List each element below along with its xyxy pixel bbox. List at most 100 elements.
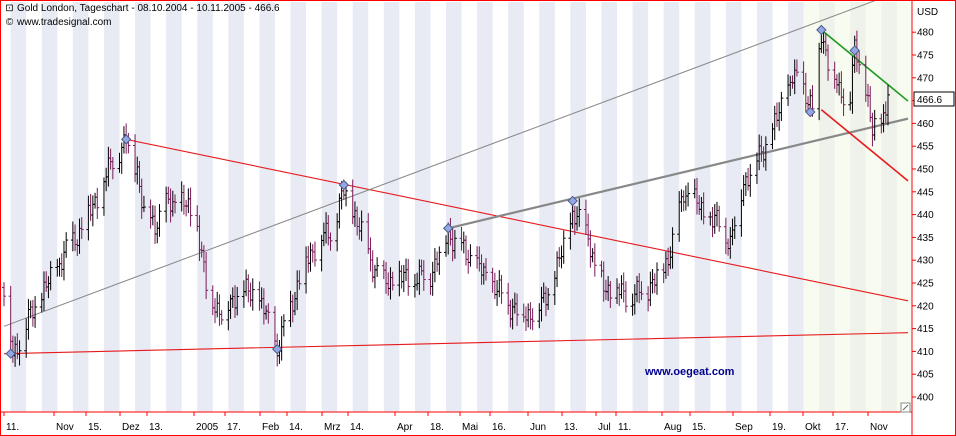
week-band — [539, 2, 555, 412]
x-tick-label: 17. — [835, 422, 849, 433]
y-tick-label: 440 — [917, 210, 934, 221]
trend-line — [820, 109, 909, 182]
y-tick-label: 460 — [917, 119, 934, 130]
trend-line — [820, 29, 909, 102]
x-tick-label: 13. — [564, 422, 578, 433]
x-tick-label: Dez — [122, 422, 140, 433]
x-tick-label: 14. — [289, 422, 303, 433]
week-band — [259, 2, 275, 412]
week-band — [694, 2, 711, 412]
y-tick-label: 480 — [917, 28, 934, 39]
x-tick-label: 11. — [618, 422, 631, 433]
week-band — [725, 2, 742, 412]
pivot-marker — [338, 179, 350, 191]
trend-line — [447, 117, 909, 230]
week-band — [414, 2, 431, 412]
y-tick-label: 410 — [917, 347, 934, 358]
week-band — [663, 2, 680, 412]
trend-line — [126, 138, 909, 302]
copyright-icon: © — [5, 17, 14, 28]
resize-grip-icon[interactable] — [900, 402, 911, 413]
x-tick-label: 15. — [692, 422, 706, 433]
x-tick-label: Jul — [598, 422, 611, 433]
site-watermark: www.oegeat.com — [645, 366, 735, 378]
x-tick-label: Nov — [870, 422, 888, 433]
y-tick-label: 430 — [917, 256, 934, 267]
y-tick-label: 405 — [917, 370, 934, 381]
x-tick-label: Feb — [262, 422, 280, 433]
y-tick-label: 455 — [917, 142, 934, 153]
pivot-marker — [443, 223, 454, 234]
y-axis-unit: USD — [917, 7, 938, 18]
plot-background — [0, 2, 912, 412]
x-tick-label: Nov — [56, 422, 74, 433]
y-tick-label: 420 — [917, 301, 934, 312]
week-band — [477, 2, 493, 412]
recent-highlight — [803, 2, 912, 412]
x-tick-label: Okt — [805, 422, 821, 433]
x-axis: 11. Nov 15. Dez 13. 2005 17. Feb 14. Mrz 14. Apr 18.… — [3, 412, 888, 433]
pivot-marker — [271, 343, 283, 355]
y-tick-label: 450 — [917, 165, 934, 176]
week-band — [321, 2, 338, 412]
week-band — [72, 2, 89, 412]
week-band — [41, 2, 58, 412]
x-tick-label: 11. — [6, 422, 19, 433]
week-band — [103, 2, 120, 412]
pivot-marker — [120, 134, 132, 145]
chart-symbol-icon[interactable]: ⊡ — [5, 3, 14, 14]
week-band — [10, 2, 27, 412]
week-band — [352, 2, 369, 412]
y-tick-label: 415 — [917, 324, 934, 335]
pivot-marker — [816, 24, 827, 36]
x-tick-label: 13. — [149, 422, 163, 433]
pivot-marker — [567, 195, 578, 207]
week-band — [601, 2, 618, 412]
week-band — [788, 2, 804, 412]
x-tick-label: Aug — [664, 422, 682, 433]
chart-source-text: www.tradesignal.com — [17, 17, 112, 28]
y-tick-label: 445 — [917, 187, 934, 198]
week-band — [756, 2, 773, 412]
week-band — [166, 2, 182, 412]
y-tick-label: 475 — [917, 51, 934, 62]
pivot-markers — [5, 24, 860, 359]
y-tick-label: 470 — [917, 73, 934, 84]
week-band — [135, 2, 151, 412]
y-tick-label: 435 — [917, 233, 934, 244]
x-tick-label: Mai — [462, 422, 478, 433]
chart-title-text: Gold London, Tageschart - 08.10.2004 - 1… — [17, 3, 280, 14]
x-tick-label: 15. — [88, 422, 102, 433]
week-band — [508, 2, 524, 412]
week-band — [290, 2, 307, 412]
week-band — [632, 2, 649, 412]
x-tick-label: 14. — [350, 422, 364, 433]
trend-line — [3, 0, 878, 327]
chart-title: ⊡ Gold London, Tageschart - 08.10.2004 - … — [5, 3, 280, 14]
x-tick-label: Apr — [397, 422, 413, 433]
y-tick-label: 400 — [917, 393, 934, 404]
x-tick-label: Jun — [530, 422, 546, 433]
trend-line — [3, 332, 909, 355]
chart-source: © www.tradesignal.com — [5, 17, 112, 28]
week-band — [197, 2, 213, 412]
x-tick-label: 18. — [430, 422, 444, 433]
last-price-label: 466.6 — [917, 95, 942, 106]
y-tick-label: 425 — [917, 279, 934, 290]
week-band — [228, 2, 244, 412]
x-tick-label: Sep — [735, 422, 753, 433]
last-price-box: 466.6 — [913, 91, 955, 107]
y-axis: USD 400 405 410 415 420 425 430 435 440 445 450 455… — [912, 7, 938, 404]
week-band — [383, 2, 400, 412]
trend-lines — [3, 0, 909, 355]
week-band — [570, 2, 586, 412]
x-tick-label: 2005 — [196, 422, 219, 433]
x-tick-label: 16. — [492, 422, 506, 433]
pivot-marker — [5, 348, 16, 359]
x-tick-label: Mrz — [324, 422, 341, 433]
pivot-marker — [805, 106, 816, 118]
x-tick-label: 19. — [772, 422, 786, 433]
pivot-marker — [849, 45, 860, 56]
x-tick-label: 17. — [227, 422, 241, 433]
